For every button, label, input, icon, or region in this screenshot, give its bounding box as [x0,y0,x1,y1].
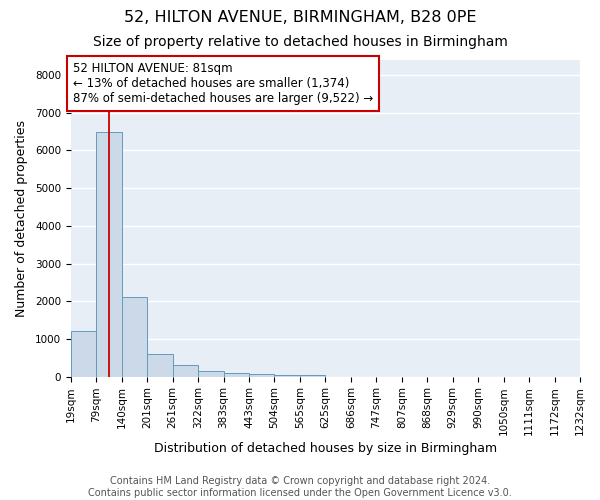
Bar [249,374,274,376]
Bar [96,132,122,376]
X-axis label: Distribution of detached houses by size in Birmingham: Distribution of detached houses by size … [154,442,497,455]
Bar [198,371,224,376]
Text: 52 HILTON AVENUE: 81sqm
← 13% of detached houses are smaller (1,374)
87% of semi: 52 HILTON AVENUE: 81sqm ← 13% of detache… [73,62,374,105]
Bar [173,366,198,376]
Bar [147,354,173,376]
Text: Size of property relative to detached houses in Birmingham: Size of property relative to detached ho… [92,35,508,49]
Text: 52, HILTON AVENUE, BIRMINGHAM, B28 0PE: 52, HILTON AVENUE, BIRMINGHAM, B28 0PE [124,10,476,25]
Bar [71,332,96,376]
Y-axis label: Number of detached properties: Number of detached properties [15,120,28,317]
Text: Contains HM Land Registry data © Crown copyright and database right 2024.
Contai: Contains HM Land Registry data © Crown c… [88,476,512,498]
Bar [300,374,325,376]
Bar [224,373,249,376]
Bar [274,374,300,376]
Bar [122,298,147,376]
